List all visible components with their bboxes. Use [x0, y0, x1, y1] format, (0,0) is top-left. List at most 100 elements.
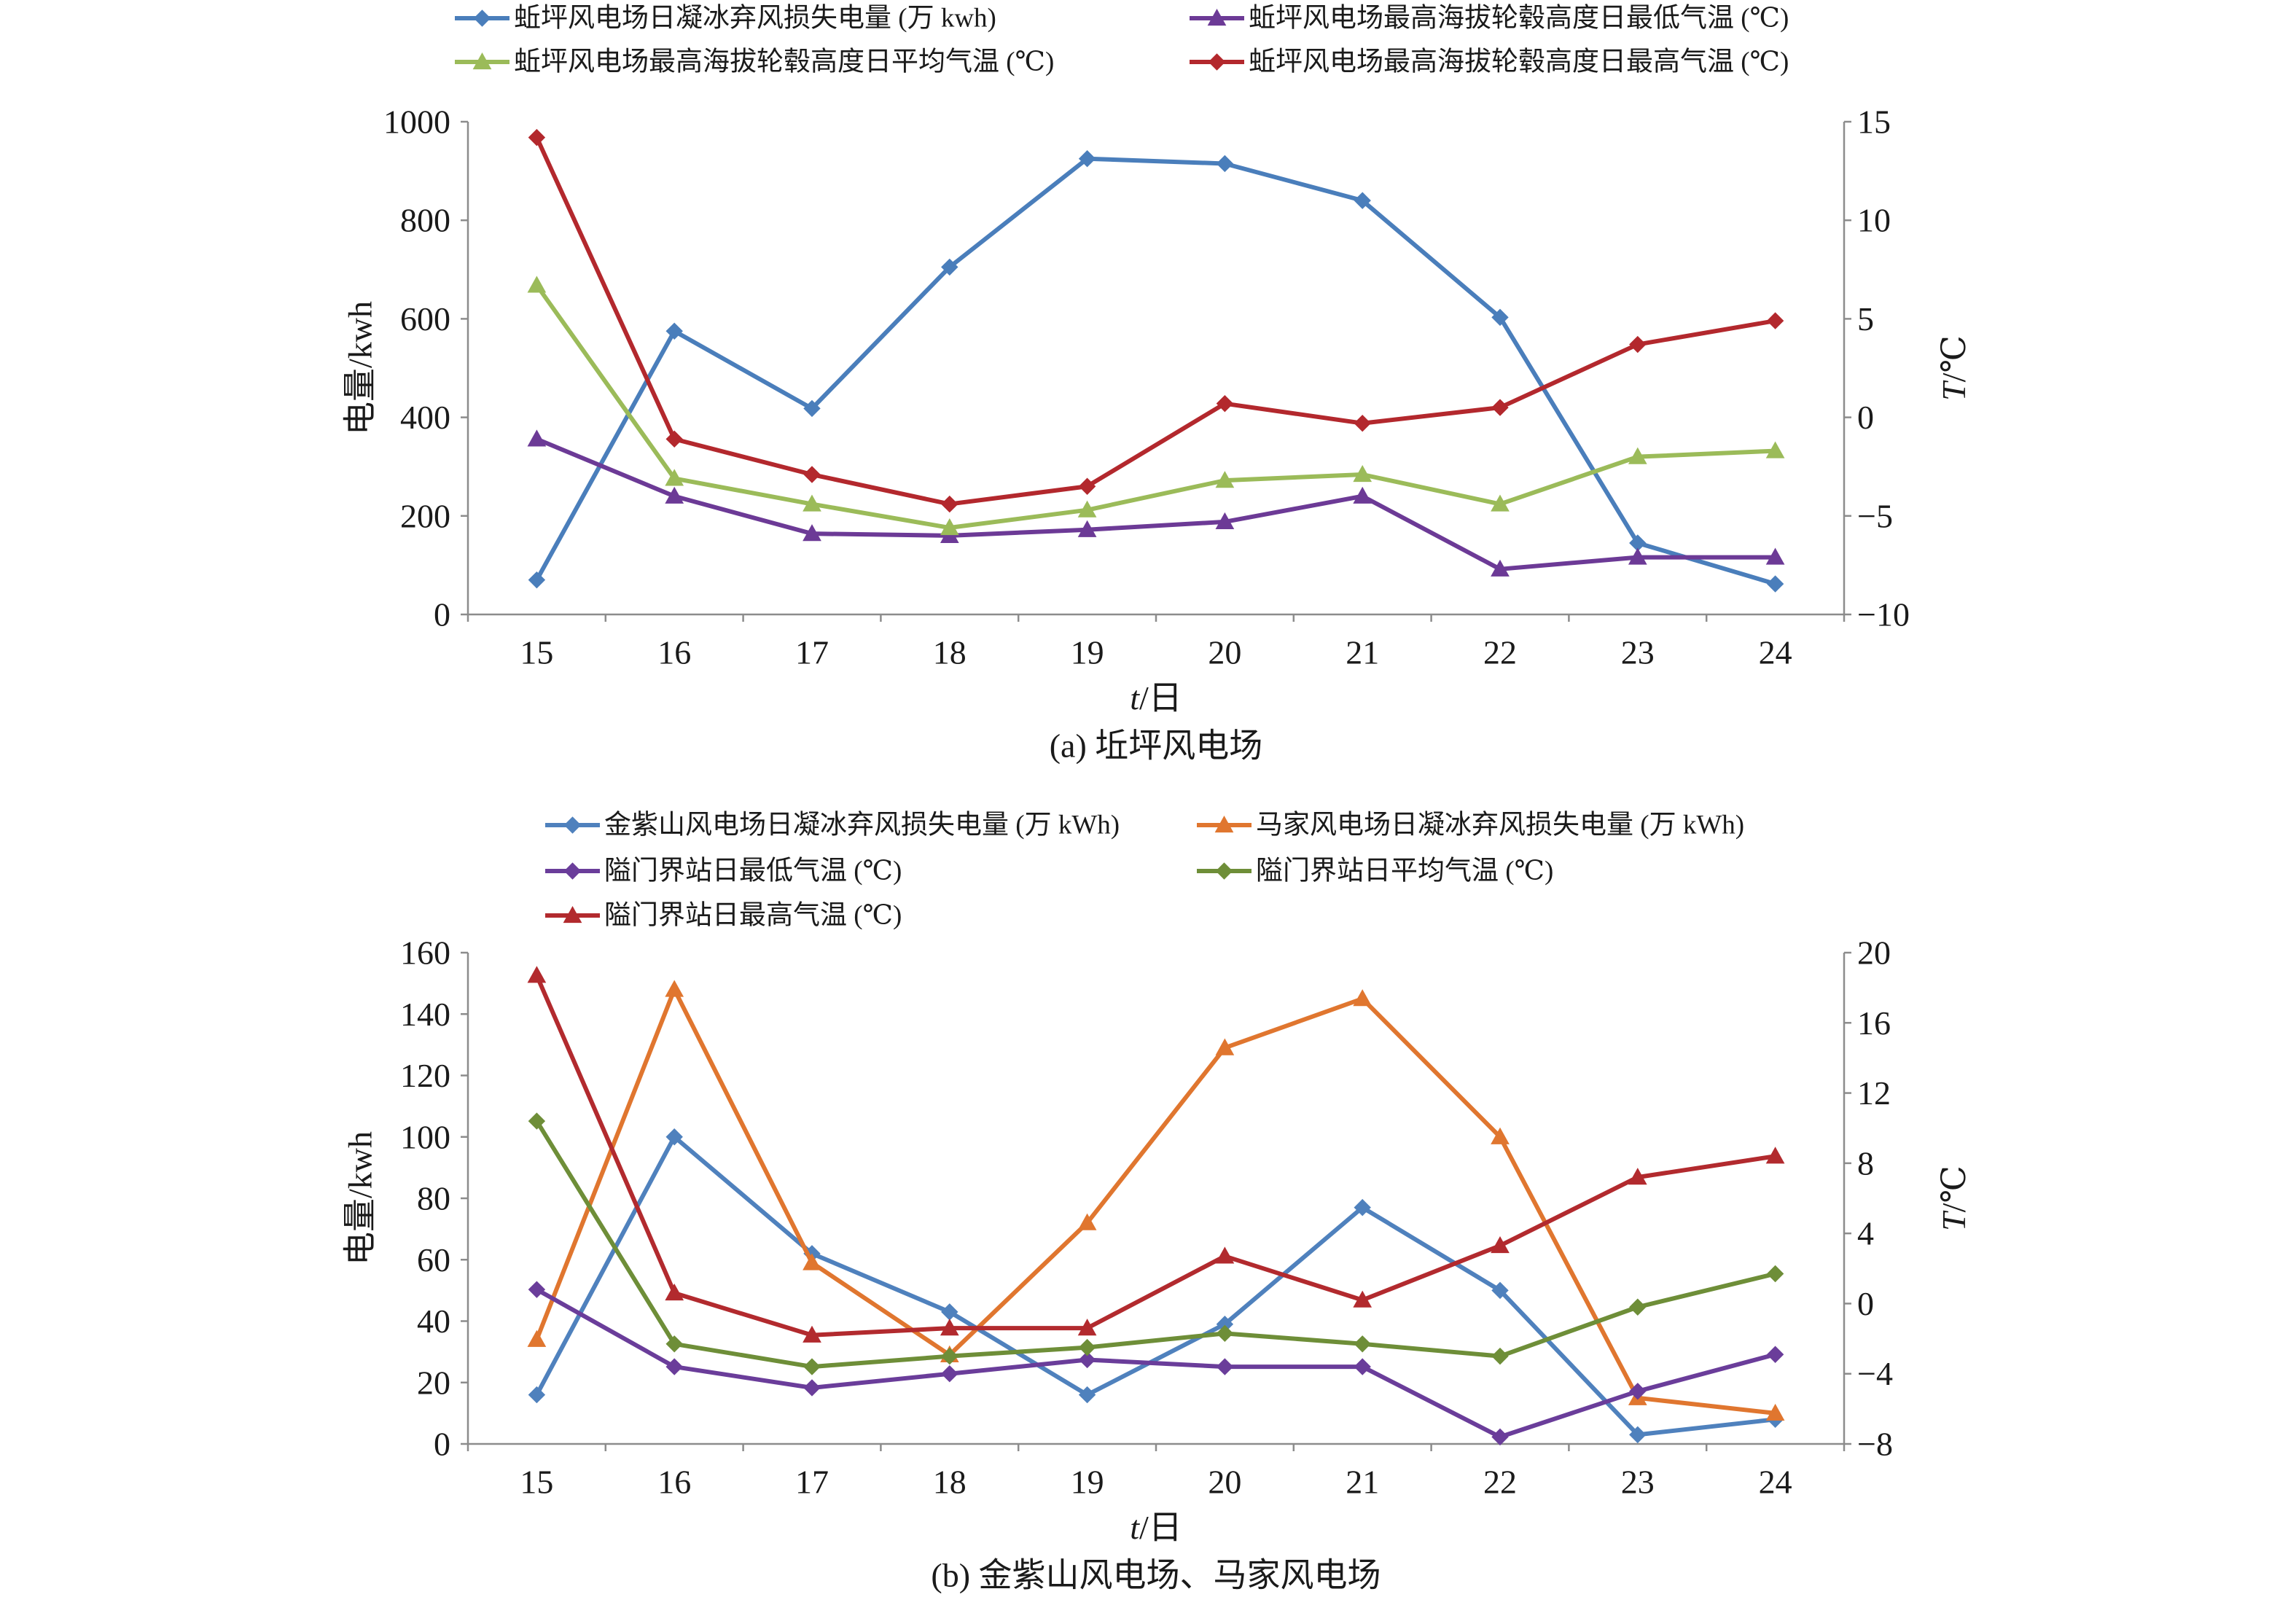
left-tick-label: 80	[417, 1180, 450, 1217]
right-tick-label: 10	[1857, 202, 1891, 239]
series-4-point-9	[1765, 1147, 1785, 1164]
right-axis-title: T/℃	[1935, 335, 1972, 401]
series-0-point-1	[665, 1128, 683, 1146]
x-tick-label: 19	[1071, 634, 1104, 671]
x-tick-label: 24	[1759, 634, 1792, 671]
series-1-point-6	[1353, 989, 1372, 1007]
series-0-point-9	[1766, 575, 1784, 593]
right-tick-label: 12	[1857, 1074, 1891, 1112]
series-3-point-2	[803, 1358, 821, 1375]
legend-swatch-marker	[563, 816, 582, 834]
series-4-point-8	[1628, 1168, 1647, 1185]
series-2-point-1	[665, 469, 684, 486]
series-0-point-0	[528, 1386, 546, 1404]
legend-swatch-marker	[563, 862, 582, 880]
series-1-point-6	[1353, 486, 1372, 504]
series-1-point-9	[1765, 1403, 1785, 1421]
right-tick-label: −8	[1857, 1426, 1893, 1463]
left-tick-label: 60	[417, 1241, 450, 1278]
series-1-point-4	[1077, 1213, 1097, 1230]
series-1-point-2	[803, 524, 821, 542]
series-1-point-1	[665, 980, 684, 997]
series-1-point-5	[1215, 1038, 1235, 1055]
series-2-point-6	[1353, 464, 1372, 483]
left-tick-label: 200	[400, 497, 450, 534]
series-3-point-6	[1354, 415, 1371, 432]
series-2-point-8	[1629, 1383, 1647, 1400]
left-axis-title: 电量/kwh	[342, 1131, 379, 1265]
chart-a: 0 200 400 600 800 1000 −10 −5 0 5 10 15 15 16 17 18 19 20…	[342, 3, 1972, 765]
left-tick-label: 0	[434, 1426, 450, 1463]
series-1-point-4	[1077, 520, 1097, 537]
x-tick-label: 20	[1208, 1464, 1241, 1501]
series-1	[527, 429, 1785, 577]
series-2	[527, 276, 1785, 536]
right-tick-label: 0	[1857, 399, 1874, 436]
legend-label: 蚯坪风电场最高海拔轮毂高度日最低气温 (℃)	[1249, 3, 1789, 34]
legend-swatch-marker	[1208, 53, 1226, 71]
legend-item: 马家风电场日凝冰弃风损失电量 (万 kWh)	[1197, 810, 1744, 840]
legend-label: 马家风电场日凝冰弃风损失电量 (万 kWh)	[1256, 810, 1744, 840]
series-2-line	[534, 1287, 1778, 1440]
series-0-point-4	[1078, 1386, 1096, 1404]
series-3-point-4	[1078, 1338, 1096, 1356]
series-0	[528, 1128, 1784, 1444]
x-tick-label: 22	[1483, 1464, 1517, 1501]
x-tick-label: 18	[933, 634, 967, 671]
legend-item: 隘门界站日平均气温 (℃)	[1197, 856, 1553, 886]
legend-item: 隘门界站日最高气温 (℃)	[545, 900, 902, 931]
series-3	[528, 128, 1784, 513]
x-tick-label: 24	[1759, 1464, 1792, 1501]
series-0-point-5	[1216, 155, 1234, 173]
left-tick-label: 140	[400, 996, 450, 1033]
x-tick-label: 22	[1483, 634, 1517, 671]
series-4-point-4	[1077, 1319, 1097, 1336]
series-1-point-8	[1628, 547, 1647, 565]
left-tick-label: 120	[400, 1057, 450, 1094]
series-1-point-7	[1491, 559, 1510, 577]
left-tick-label: 100	[400, 1118, 450, 1155]
series-0	[528, 149, 1784, 593]
series-2-point-5	[1215, 471, 1235, 488]
left-tick-label: 20	[417, 1364, 450, 1401]
right-tick-label: −10	[1857, 596, 1910, 633]
series-3-point-8	[1629, 1298, 1647, 1316]
legend-label: 隘门界站日最高气温 (℃)	[604, 900, 902, 931]
series-4-point-3	[940, 1319, 959, 1336]
legend: 金紫山风电场日凝冰弃风损失电量 (万 kWh) 马家风电场日凝冰弃风损失电量 (万…	[545, 810, 1744, 931]
series-2-point-3	[941, 1365, 958, 1383]
series-2-point-2	[803, 1379, 821, 1397]
series-2-point-9	[1765, 441, 1785, 458]
legend-label: 金紫山风电场日凝冰弃风损失电量 (万 kWh)	[604, 810, 1120, 840]
legend: 蚯坪风电场日凝冰弃风损失电量 (万 kwh) 蚯坪风电场最高海拔轮毂高度日最低气温…	[455, 3, 1789, 77]
left-tick-label: 400	[400, 399, 450, 436]
series-3-point-0	[528, 128, 546, 147]
legend-swatch-marker	[1207, 8, 1227, 26]
right-tick-label: −4	[1857, 1355, 1893, 1392]
right-tick-label: 16	[1857, 1004, 1891, 1042]
left-axis-title: 电量/kwh	[342, 301, 379, 435]
series-0-point-1	[665, 322, 683, 340]
legend-item: 金紫山风电场日凝冰弃风损失电量 (万 kWh)	[545, 810, 1120, 840]
series-4-point-1	[665, 1283, 684, 1301]
series-2-point-4	[1078, 1351, 1096, 1369]
legend-swatch-marker	[563, 905, 582, 924]
series-2-line	[534, 283, 1778, 531]
series-0-line	[534, 1134, 1778, 1437]
series-0-point-6	[1354, 192, 1371, 209]
left-tick-label: 1000	[383, 104, 450, 141]
series-2-point-9	[1766, 1346, 1784, 1363]
x-tick-label: 15	[520, 634, 553, 671]
legend-item: 蚯坪风电场最高海拔轮毂高度日最高气温 (℃)	[1190, 47, 1789, 77]
series-3-point-9	[1766, 1265, 1784, 1283]
left-tick-label: 600	[400, 300, 450, 337]
series-2-point-6	[1354, 1358, 1371, 1375]
right-tick-label: 0	[1857, 1285, 1874, 1322]
series-3-point-9	[1766, 312, 1784, 329]
left-tick-label: 0	[434, 596, 450, 633]
x-tick-label: 23	[1621, 1464, 1655, 1501]
series-1-line	[534, 437, 1778, 571]
series-1-point-9	[1765, 547, 1785, 565]
series-2-point-4	[1077, 500, 1097, 518]
